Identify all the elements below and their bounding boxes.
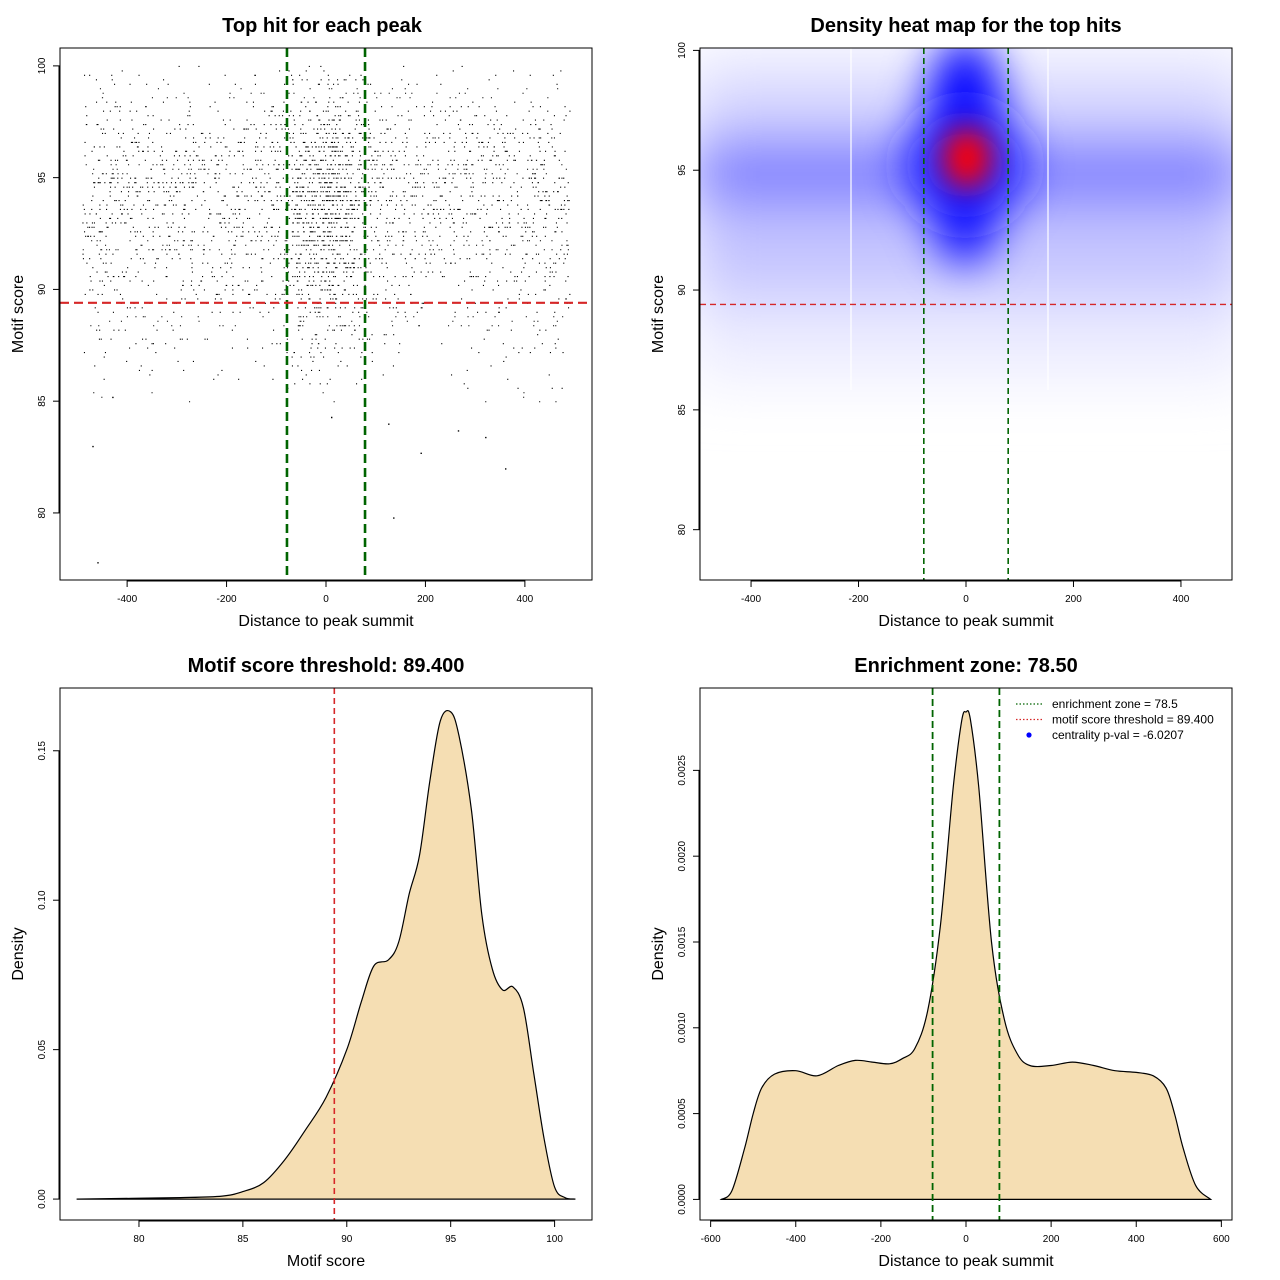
x-tick-label: 400 — [1173, 594, 1190, 605]
scatter-xlabel: Distance to peak summit — [238, 613, 414, 630]
heatmap-threshold-lines — [700, 48, 1232, 580]
score-density-axes: 80 85 90 95 100 0.00 0.05 0.10 0.15 — [37, 741, 563, 1245]
x-tick-label: 200 — [417, 594, 434, 605]
legend-point-icon — [1026, 732, 1032, 738]
legend: enrichment zone = 78.5 motif score thresh… — [1016, 697, 1214, 742]
heatmap-xlabel: Distance to peak summit — [878, 613, 1054, 630]
y-tick-label: 80 — [677, 524, 688, 536]
distance-density-title: Enrichment zone: 78.50 — [854, 655, 1077, 677]
score-density-frame — [59, 687, 593, 1221]
scatter-threshold-lines — [60, 48, 592, 580]
x-tick-label: -200 — [871, 1234, 891, 1245]
panel-score-density: Motif score threshold: 89.400 Motif scor… — [10, 655, 593, 1270]
y-tick-label: 95 — [37, 172, 48, 184]
y-tick-label: 95 — [677, 164, 688, 176]
y-tick-label: 0.0015 — [677, 926, 688, 957]
y-tick-label: 0.0005 — [677, 1098, 688, 1129]
x-tick-label: 200 — [1043, 1234, 1060, 1245]
scatter-point-cloud — [82, 65, 571, 564]
x-tick-label: -400 — [741, 594, 761, 605]
score-density-ylabel: Density — [10, 927, 27, 980]
y-tick-label: 100 — [677, 42, 688, 59]
panel-scatter: Top hit for each peak Distance to peak s… — [10, 15, 593, 630]
score-density-xlabel: Motif score — [287, 1253, 365, 1270]
y-tick-label: 100 — [37, 57, 48, 74]
y-tick-label: 0.10 — [37, 890, 48, 910]
x-tick-label: 0 — [963, 594, 969, 605]
panel-heatmap: Density heat map for the top hits Distan… — [650, 15, 1233, 630]
x-tick-label: 95 — [445, 1234, 457, 1245]
y-tick-label: 80 — [37, 507, 48, 519]
x-tick-label: 0 — [323, 594, 329, 605]
scatter-title: Top hit for each peak — [222, 15, 423, 37]
x-tick-label: -600 — [701, 1234, 721, 1245]
x-tick-label: 80 — [133, 1234, 145, 1245]
heatmap-hot-spot — [943, 128, 991, 188]
scatter-ylabel: Motif score — [10, 275, 27, 353]
legend-entry: enrichment zone = 78.5 — [1052, 697, 1178, 711]
x-tick-label: 0 — [963, 1234, 969, 1245]
scatter-frame — [59, 47, 593, 581]
x-tick-label: 85 — [237, 1234, 249, 1245]
distance-density-axes: -600 -400 -200 0 200 400 600 0.0000 0.0005 0.0010… — [677, 755, 1230, 1245]
scatter-axes: -400 -200 0 200 400 80 85 90 95 100 — [37, 57, 534, 605]
distance-density-frame — [699, 687, 1233, 1221]
y-tick-label: 0.15 — [37, 741, 48, 761]
x-tick-label: 100 — [546, 1234, 563, 1245]
distance-density-curve — [719, 710, 1213, 1200]
x-tick-label: 600 — [1213, 1234, 1230, 1245]
y-tick-label: 85 — [37, 395, 48, 407]
score-density-title: Motif score threshold: 89.400 — [188, 655, 465, 677]
x-tick-label: 400 — [1128, 1234, 1145, 1245]
panel-distance-density: Enrichment zone: 78.50 Distance to peak … — [650, 655, 1233, 1270]
y-tick-label: 0.0010 — [677, 1012, 688, 1043]
x-tick-label: 400 — [517, 594, 534, 605]
heatmap-frame — [699, 47, 1233, 581]
legend-entry: centrality p-val = -6.0207 — [1052, 728, 1184, 742]
heatmap-density — [700, 48, 1232, 580]
y-tick-label: 0.0025 — [677, 755, 688, 786]
heatmap-title: Density heat map for the top hits — [810, 15, 1121, 37]
y-tick-label: 0.05 — [37, 1039, 48, 1059]
x-tick-label: -400 — [117, 594, 137, 605]
x-tick-label: -200 — [217, 594, 237, 605]
distance-density-ylabel: Density — [650, 927, 667, 980]
x-tick-label: -200 — [849, 594, 869, 605]
y-tick-label: 85 — [677, 404, 688, 416]
y-tick-label: 90 — [37, 283, 48, 295]
heatmap-axes: -400 -200 0 200 400 80 85 90 95 100 — [677, 42, 1190, 605]
heatmap-ylabel: Motif score — [650, 275, 667, 353]
x-tick-label: 90 — [341, 1234, 353, 1245]
y-tick-label: 0.0020 — [677, 840, 688, 871]
x-tick-label: 200 — [1065, 594, 1082, 605]
y-tick-label: 90 — [677, 284, 688, 296]
heatmap-band-faint — [700, 300, 1232, 380]
enrichment-zone-lines — [931, 688, 1001, 1220]
y-tick-label: 0.0000 — [677, 1184, 688, 1215]
distance-density-xlabel: Distance to peak summit — [878, 1253, 1054, 1270]
y-tick-label: 0.00 — [37, 1189, 48, 1209]
legend-entry: motif score threshold = 89.400 — [1052, 713, 1214, 727]
score-density-curve — [76, 710, 576, 1200]
x-tick-label: -400 — [786, 1234, 806, 1245]
scatter-points — [82, 65, 571, 564]
